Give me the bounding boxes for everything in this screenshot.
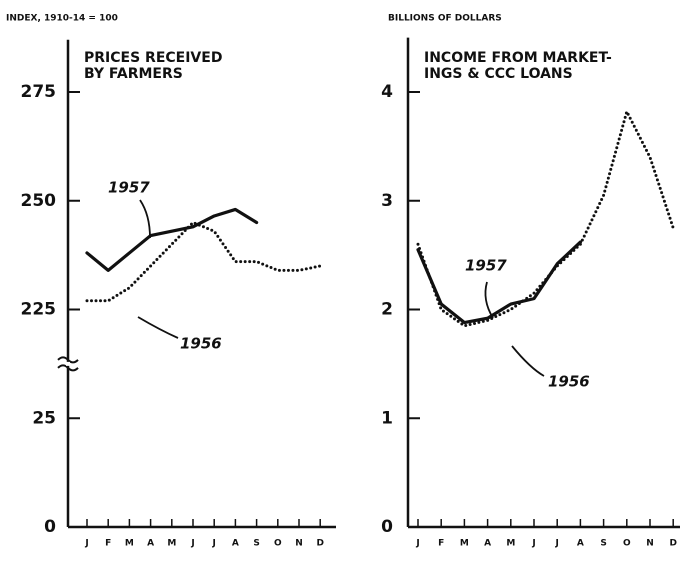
- x-tick-label: A: [147, 539, 154, 549]
- x-tick-label: F: [438, 539, 444, 549]
- x-tick-label: A: [577, 539, 584, 549]
- series-line: [416, 110, 675, 328]
- y-tick-label: 25: [32, 408, 56, 428]
- y-tick-label: 250: [21, 191, 57, 211]
- y-tick-label: 225: [21, 300, 57, 320]
- y-tick-label: 4: [381, 82, 393, 102]
- chart-title: PRICES RECEIVED: [84, 50, 222, 66]
- series-line: [85, 221, 322, 303]
- x-tick-label: M: [167, 539, 176, 549]
- x-tick-label: N: [646, 539, 654, 549]
- annotation-leader: [511, 345, 545, 377]
- x-tick-label: J: [555, 539, 559, 549]
- annotation-leader: [484, 281, 494, 319]
- x-tick-label: D: [316, 539, 323, 549]
- y-tick-label: 1: [381, 408, 393, 428]
- x-tick-label: O: [623, 539, 631, 549]
- x-tick-label: O: [274, 539, 282, 549]
- axis-break: [57, 364, 79, 372]
- x-tick-label: M: [125, 539, 134, 549]
- axis-break-gap: [66, 361, 70, 366]
- annotation-leader: [139, 199, 151, 239]
- y-tick-label: 0: [44, 517, 56, 537]
- x-tick-label: M: [506, 539, 515, 549]
- x-tick-label: D: [669, 539, 676, 549]
- x-tick-label: F: [105, 539, 111, 549]
- x-tick-label: J: [190, 539, 194, 549]
- x-tick-label: A: [484, 539, 491, 549]
- y-axis-label: INDEX, 1910-14 = 100: [6, 14, 118, 24]
- series-line: [85, 207, 259, 272]
- series-label: 1956: [548, 373, 590, 391]
- series-label: 1957: [108, 179, 150, 197]
- x-tick-label: J: [84, 539, 88, 549]
- series-label: 1956: [180, 335, 222, 353]
- x-tick-label: J: [531, 539, 535, 549]
- x-tick-label: S: [600, 539, 606, 549]
- series-label: 1957: [465, 257, 507, 275]
- chart-title: INCOME FROM MARKET-: [424, 50, 612, 66]
- chart-title: INGS & CCC LOANS: [424, 66, 573, 82]
- y-tick-label: 2: [381, 300, 393, 320]
- x-tick-label: J: [415, 539, 419, 549]
- x-tick-label: J: [212, 539, 216, 549]
- y-axis-label: BILLIONS OF DOLLARS: [388, 14, 502, 24]
- annotation-leader: [137, 316, 179, 339]
- chart-title: BY FARMERS: [84, 66, 183, 82]
- x-tick-label: A: [232, 539, 239, 549]
- x-tick-label: M: [460, 539, 469, 549]
- axis-break: [57, 356, 79, 364]
- y-tick-label: 3: [381, 191, 393, 211]
- x-tick-label: N: [295, 539, 303, 549]
- y-tick-label: 275: [21, 82, 57, 102]
- y-tick-label: 0: [381, 517, 393, 537]
- x-tick-label: S: [253, 539, 259, 549]
